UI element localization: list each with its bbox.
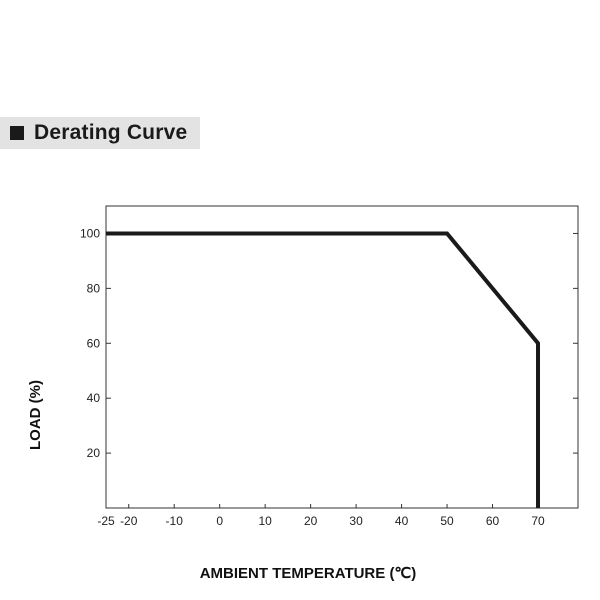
y-axis-title: LOAD (%): [27, 380, 44, 450]
x-tick-label: 20: [304, 514, 318, 528]
y-tick-label: 80: [87, 281, 101, 295]
x-tick-label: 40: [395, 514, 409, 528]
x-tick-label: 0: [216, 514, 223, 528]
x-tick-label: 10: [258, 514, 272, 528]
x-axis-ticks: -25 -20 -10 0 10 20 30 40 50 60 70: [97, 504, 545, 528]
derating-line: [106, 231, 540, 508]
x-tick-label: 70: [531, 514, 545, 528]
y-tick-label: 20: [87, 446, 101, 460]
x-tick-label: 50: [440, 514, 454, 528]
x-tick-label: -10: [166, 514, 184, 528]
x-axis-title: AMBIENT TEMPERATURE (℃): [200, 565, 417, 582]
series-group: [106, 231, 540, 508]
y-tick-label: 40: [87, 391, 101, 405]
x-tick-label: -20: [120, 514, 138, 528]
x-tick-label: 60: [486, 514, 500, 528]
section-header: Derating Curve: [0, 117, 200, 149]
x-tick-label: 30: [349, 514, 363, 528]
y-tick-label: 100: [80, 226, 100, 240]
y-tick-label: 60: [87, 336, 101, 350]
square-bullet-icon: [10, 126, 24, 140]
plot-frame: [105, 205, 579, 509]
x-tick-label: -25: [97, 514, 115, 528]
y-axis-ticks: 20 40 60 80 100: [80, 226, 578, 460]
section-title: Derating Curve: [34, 121, 188, 144]
